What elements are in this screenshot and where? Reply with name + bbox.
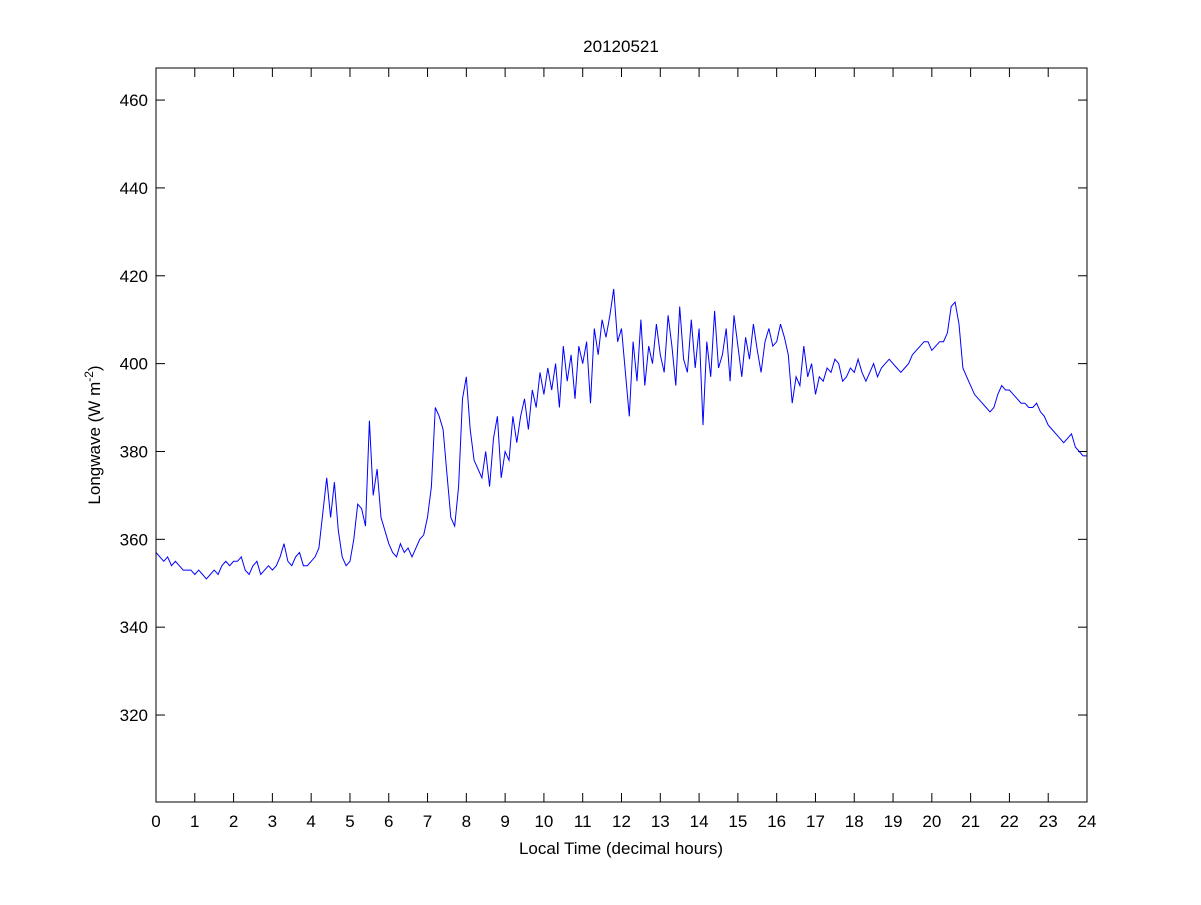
x-tick-label: 17 [806, 812, 825, 831]
x-tick-label: 23 [1039, 812, 1058, 831]
y-tick-label: 420 [120, 267, 148, 286]
x-tick-label: 3 [268, 812, 277, 831]
x-tick-label: 9 [500, 812, 509, 831]
x-axis-label: Local Time (decimal hours) [519, 839, 723, 858]
y-axis-label-main: Longwave (W m [85, 382, 104, 505]
x-tick-label: 16 [767, 812, 786, 831]
x-tick-label: 20 [922, 812, 941, 831]
x-tick-label: 0 [151, 812, 160, 831]
x-tick-label: 12 [612, 812, 631, 831]
x-tick-label: 4 [306, 812, 315, 831]
x-tick-label: 8 [462, 812, 471, 831]
plot-area [156, 68, 1087, 802]
x-tick-label: 7 [423, 812, 432, 831]
chart-title: 20120521 [583, 37, 659, 56]
y-tick-label: 320 [120, 706, 148, 725]
x-tick-label: 24 [1078, 812, 1097, 831]
x-tick-label: 5 [345, 812, 354, 831]
plot-frame [155, 67, 1088, 803]
x-tick-label: 19 [884, 812, 903, 831]
y-tick-label: 400 [120, 355, 148, 374]
x-tick-label: 21 [961, 812, 980, 831]
axis-ticks: 0 1 2 3 4 5 6 7 8 9 10 11 12 13 14 15 16 17 18 19 20 21 22 23 24… [120, 68, 1097, 831]
x-tick-label: 11 [574, 812, 592, 831]
y-tick-label: 360 [120, 530, 148, 549]
x-tick-label: 1 [190, 812, 199, 831]
x-tick-label: 6 [384, 812, 393, 831]
x-tick-label: 2 [229, 812, 238, 831]
y-tick-label: 380 [120, 442, 148, 461]
y-axis-label-sup: -2 [82, 371, 96, 382]
y-axis-label-close: ) [85, 365, 104, 371]
y-tick-label: 440 [120, 179, 148, 198]
x-tick-label: 10 [534, 812, 553, 831]
x-tick-label: 13 [651, 812, 670, 831]
x-tick-label: 22 [1000, 812, 1019, 831]
x-tick-label: 15 [728, 812, 747, 831]
x-tick-label: 18 [845, 812, 864, 831]
x-tick-label: 14 [690, 812, 709, 831]
y-axis-label: Longwave (W m-2) [82, 365, 104, 504]
y-tick-label: 340 [120, 618, 148, 637]
y-tick-label: 460 [120, 91, 148, 110]
series-line-longwave [155, 288, 1087, 580]
